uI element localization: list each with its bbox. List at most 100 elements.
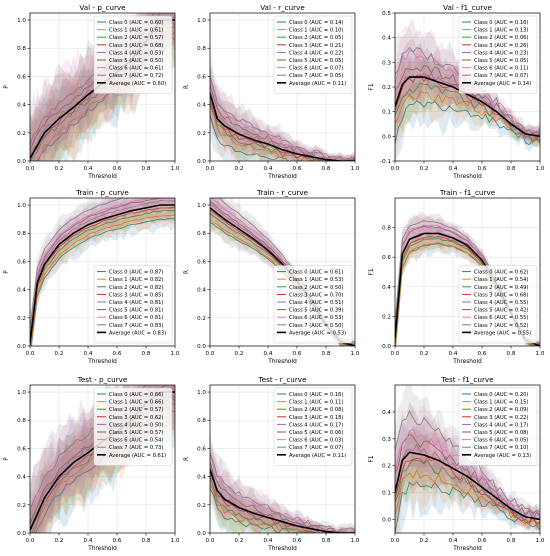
y-tick-label: 0.4 bbox=[382, 285, 391, 291]
class-line bbox=[395, 82, 540, 143]
legend-label: Class 4 (AUC = 0.22) bbox=[289, 50, 343, 56]
chart-panel: 0.0 0.2 0.4 0.6 0.8 1.0-0.10.00.10.20.30.40.5… bbox=[369, 3, 545, 180]
y-axis-label: P bbox=[4, 457, 10, 461]
legend-label: Class 1 (AUC = 0.13) bbox=[474, 28, 528, 34]
legend-label: Class 1 (AUC = 0.61) bbox=[109, 28, 163, 34]
chart-panel: 0.0 0.2 0.4 0.6 0.8 1.0 0.0 0.1 0.2 0.3 0.4 Test - … bbox=[369, 375, 545, 552]
class-line bbox=[395, 456, 540, 524]
legend-label: Class 1 (AUC = 0.11) bbox=[289, 400, 343, 406]
x-tick-label: 0.8 bbox=[142, 538, 151, 544]
x-tick-label: 0.4 bbox=[84, 351, 93, 357]
x-tick-label: 0.4 bbox=[449, 538, 458, 544]
axes-frame bbox=[29, 197, 176, 347]
x-tick-label: 1.0 bbox=[171, 166, 180, 172]
class-band bbox=[395, 214, 540, 346]
x-axis-label: Threshold bbox=[452, 546, 482, 552]
x-tick-label: 0.8 bbox=[507, 166, 516, 172]
y-tick-label: 0.8 bbox=[17, 418, 26, 424]
chart-panel: 0.0 0.2 0.4 0.6 0.8 1.0 0.0 0.2 0.4 0.6 0.8 1.0 Val … bbox=[4, 3, 180, 180]
legend-box bbox=[458, 15, 538, 94]
x-tick-label: 0.0 bbox=[26, 351, 35, 357]
y-tick-label: 0.2 bbox=[197, 131, 206, 137]
legend-label: Class 1 (AUC = 0.10) bbox=[289, 28, 343, 34]
y-tick-label: 0.6 bbox=[197, 259, 206, 265]
x-axis-label: Threshold bbox=[87, 174, 117, 180]
legend-label: Class 4 (AUC = 0.23) bbox=[474, 50, 528, 56]
class-line bbox=[395, 90, 540, 144]
y-tick-label: 0.8 bbox=[382, 226, 391, 232]
legend-label: Class 5 (AUC = 0.57) bbox=[109, 430, 163, 436]
legend: Class 0 (AUC = 0.60) Class 1 (AUC = 0.61)… bbox=[93, 15, 173, 94]
legend-label: Class 5 (AUC = 0.06) bbox=[289, 430, 343, 436]
legend-label: Class 1 (AUC = 0.54) bbox=[474, 277, 528, 283]
chart-panel: 0.0 0.2 0.4 0.6 0.8 1.0 0.0 0.2 0.4 0.6 0.8 1.0 Test… bbox=[184, 375, 360, 552]
y-tick-label: 0.8 bbox=[197, 46, 206, 52]
x-axis-label: Threshold bbox=[452, 174, 482, 180]
y-tick-label: 1.0 bbox=[197, 390, 206, 396]
class-line bbox=[30, 215, 175, 346]
y-tick-label: 0.6 bbox=[382, 255, 391, 261]
legend-box bbox=[93, 387, 173, 466]
x-tick-label: 0.2 bbox=[420, 166, 429, 172]
x-tick-label: 0.8 bbox=[507, 538, 516, 544]
class-line bbox=[30, 199, 175, 340]
class-line bbox=[395, 433, 540, 517]
x-tick-label: 0.8 bbox=[322, 538, 331, 544]
legend: Class 0 (AUC = 0.16) Class 1 (AUC = 0.11)… bbox=[273, 387, 353, 466]
legend-label: Average (AUC = 0.11) bbox=[289, 453, 346, 459]
x-tick-label: 0.0 bbox=[26, 538, 35, 544]
legend-label: Class 0 (AUC = 0.16) bbox=[474, 20, 528, 26]
x-tick-label: 0.6 bbox=[293, 538, 302, 544]
class-line bbox=[395, 459, 540, 526]
y-tick-label: 0.2 bbox=[17, 131, 26, 137]
legend-box bbox=[458, 387, 538, 466]
legend-label: Class 2 (AUC = 0.05) bbox=[289, 35, 343, 41]
y-tick-label: 0.1 bbox=[382, 110, 391, 116]
class-band bbox=[210, 474, 346, 533]
y-axis-label: R bbox=[184, 85, 190, 89]
x-tick-label: 0.6 bbox=[293, 351, 302, 357]
class-band bbox=[395, 52, 540, 145]
x-tick-label: 0.0 bbox=[26, 166, 35, 172]
legend-label: Class 6 (AUC = 0.81) bbox=[109, 315, 163, 321]
y-tick-label: 0.8 bbox=[17, 231, 26, 237]
x-tick-label: 1.0 bbox=[351, 166, 360, 172]
class-band bbox=[395, 428, 540, 533]
x-tick-label: 0.8 bbox=[142, 351, 151, 357]
legend-label: Class 5 (AUC = 0.42) bbox=[474, 308, 528, 314]
average-line bbox=[210, 93, 355, 161]
x-tick-label: 0.8 bbox=[322, 351, 331, 357]
legend-label: Class 3 (AUC = 0.68) bbox=[109, 43, 163, 49]
series-group bbox=[210, 51, 355, 161]
legend-label: Class 6 (AUC = 0.61) bbox=[109, 66, 163, 72]
axes-frame bbox=[29, 384, 176, 534]
y-tick-label: 0.4 bbox=[382, 36, 391, 42]
x-tick-label: 1.0 bbox=[536, 166, 545, 172]
x-tick-label: 0.4 bbox=[84, 166, 93, 172]
y-tick-label: 0.0 bbox=[382, 344, 391, 350]
class-band bbox=[30, 198, 175, 346]
x-axis-label: Threshold bbox=[267, 174, 297, 180]
legend-label: Class 1 (AUC = 0.53) bbox=[289, 277, 343, 283]
class-band bbox=[395, 211, 540, 346]
legend-label: Class 0 (AUC = 0.20) bbox=[474, 392, 528, 398]
y-tick-label: 0.4 bbox=[17, 475, 26, 481]
chart-title: Val - r_curve bbox=[260, 3, 305, 12]
x-tick-label: 0.4 bbox=[84, 538, 93, 544]
y-tick-label: 0.2 bbox=[382, 464, 391, 470]
class-line bbox=[210, 115, 305, 161]
class-band bbox=[395, 75, 540, 161]
legend-label: Average (AUC = 0.14) bbox=[474, 81, 531, 87]
legend-label: Class 3 (AUC = 0.22) bbox=[474, 415, 528, 421]
legend-label: Class 1 (AUC = 0.66) bbox=[109, 400, 163, 406]
y-tick-label: 0.2 bbox=[17, 316, 26, 322]
class-line bbox=[30, 209, 175, 346]
legend-label: Class 2 (AUC = 0.57) bbox=[109, 407, 163, 413]
legend-label: Class 0 (AUC = 0.16) bbox=[289, 392, 343, 398]
class-band bbox=[395, 224, 540, 346]
legend-label: Class 4 (AUC = 0.81) bbox=[109, 300, 163, 306]
legend-box bbox=[273, 387, 353, 466]
axes-frame bbox=[394, 197, 541, 347]
y-tick-label: 0.2 bbox=[197, 316, 206, 322]
legend-label: Class 0 (AUC = 0.62) bbox=[474, 270, 528, 276]
